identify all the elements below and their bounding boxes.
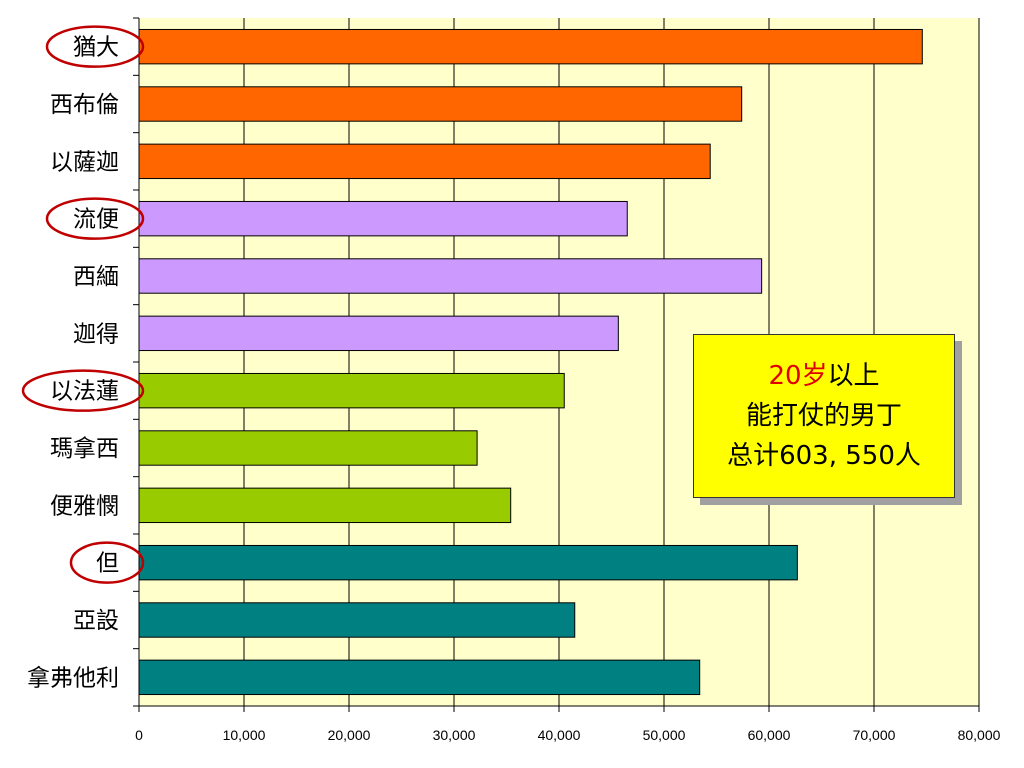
x-tick-label: 30,000 (433, 727, 476, 743)
bar (138, 487, 512, 524)
bar (138, 143, 711, 180)
x-tick-label: 10,000 (223, 727, 266, 743)
x-tick-label: 50,000 (643, 727, 686, 743)
bar (138, 544, 798, 581)
bar (138, 430, 478, 466)
highlight-circle (69, 541, 145, 584)
callout-age: 20岁 (768, 361, 828, 391)
bar (138, 602, 576, 638)
callout-line-2: 能打仗的男丁 (745, 401, 902, 431)
category-label: 瑪拿西 (50, 435, 119, 462)
tick-labels: 0 10,000 20,000 30,000 40,000 50,000 60,000 70,… (135, 727, 1001, 743)
highlight-circle (21, 369, 145, 412)
axes (133, 17, 980, 712)
x-tick-label: 60,000 (748, 727, 791, 743)
x-tick-label: 80,000 (958, 727, 1001, 743)
highlight-circle (45, 197, 145, 240)
category-label: 以薩迦 (50, 149, 119, 175)
callout-line-3: 总计603, 550人 (727, 441, 921, 471)
callout-above: 以上 (827, 361, 880, 391)
category-label: 西布倫 (50, 92, 119, 118)
bar (138, 659, 701, 696)
category-label: 西緬 (73, 264, 119, 290)
bar (138, 315, 619, 352)
category-label: 迦得 (73, 321, 119, 347)
x-tick-label: 40,000 (538, 727, 581, 743)
callout-box: 20岁以上 能打仗的男丁 总计603, 550人 (693, 334, 955, 498)
bar (138, 200, 628, 237)
x-tick-label: 0 (135, 727, 143, 743)
bar (138, 28, 923, 65)
category-label: 流便 (73, 207, 119, 233)
category-label: 猶大 (73, 35, 119, 61)
category-label: 拿弗他利 (27, 664, 119, 691)
category-label: 以法蓮 (50, 379, 119, 405)
callout-line-1: 20岁以上 (768, 356, 879, 396)
x-tick-label: 70,000 (853, 727, 896, 743)
highlight-circle (45, 25, 145, 68)
bar (138, 372, 565, 409)
category-label: 亞設 (73, 608, 119, 634)
category-label: 但 (96, 551, 119, 577)
category-label: 便雅憫 (50, 493, 119, 519)
bar (138, 258, 763, 294)
bar (138, 86, 743, 122)
x-tick-label: 20,000 (328, 727, 371, 743)
